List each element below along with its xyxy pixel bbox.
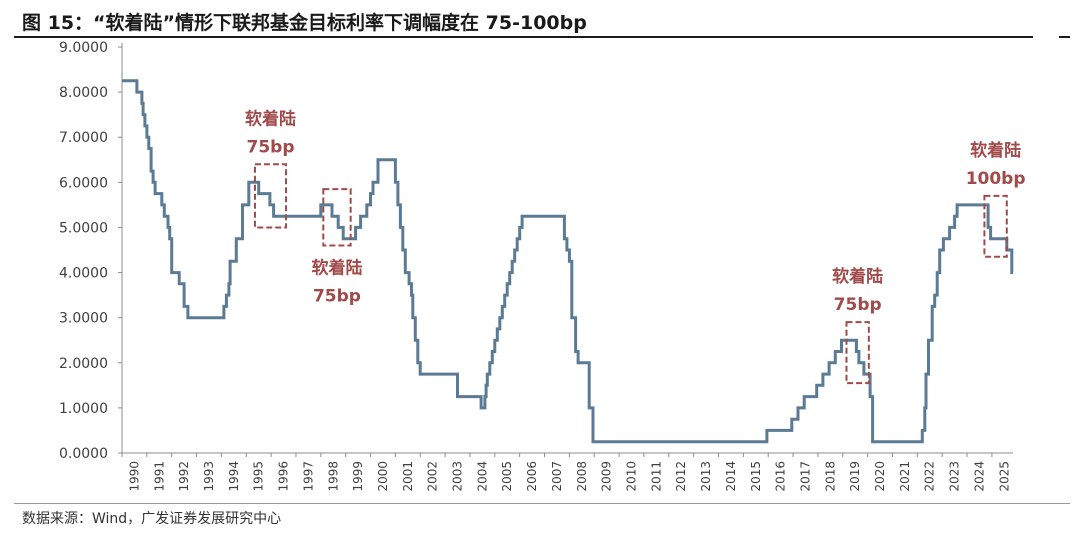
x-tick-label: 2023 (948, 461, 962, 492)
x-tick-label: 1998 (326, 461, 340, 492)
y-tick-label: 4.0000 (59, 266, 108, 282)
x-tick-label: 1996 (277, 461, 291, 492)
x-tick-label: 2014 (724, 461, 738, 492)
y-tick-label: 0.0000 (59, 446, 108, 462)
soft-landing-label: 软着陆 (832, 266, 883, 287)
soft-landing-bp-label: 75bp (313, 286, 361, 306)
soft-landing-bp-label: 75bp (247, 137, 295, 157)
x-tick-label: 2007 (550, 461, 564, 492)
title-rule-gap (1033, 35, 1059, 39)
x-tick-label: 1990 (127, 461, 141, 492)
y-tick-label: 2.0000 (59, 356, 108, 372)
x-tick-label: 2013 (699, 461, 713, 492)
x-tick-label: 2025 (997, 461, 1011, 492)
y-tick-label: 9.0000 (59, 40, 108, 56)
x-tick-label: 1997 (301, 461, 315, 492)
bottom-rule (14, 503, 1070, 504)
y-tick-label: 6.0000 (59, 175, 108, 191)
x-tick-label: 1992 (177, 461, 191, 492)
x-tick-label: 2024 (972, 461, 986, 492)
soft-landing-box (845, 321, 870, 385)
soft-landing-box (983, 194, 1008, 258)
source-note: 数据来源：Wind，广发证券发展研究中心 (22, 511, 282, 527)
x-tick-label: 2021 (898, 461, 912, 492)
x-tick-label: 1991 (152, 461, 166, 492)
x-tick-label: 2020 (873, 461, 887, 492)
title-rule (14, 36, 1070, 38)
x-tick-label: 1994 (227, 461, 241, 492)
x-tick-label: 2006 (525, 461, 539, 492)
x-tick-label: 1999 (351, 461, 365, 492)
y-tick-label: 7.0000 (59, 130, 108, 146)
x-tick-label: 2016 (774, 461, 788, 492)
x-tick-label: 2012 (674, 461, 688, 492)
x-tick-label: 2004 (475, 461, 489, 492)
soft-landing-box (253, 163, 288, 229)
soft-landing-label: 软着陆 (311, 257, 362, 278)
soft-landing-label: 软着陆 (245, 108, 296, 129)
figure-title: 图 15：“软着陆”情形下联邦基金目标利率下调幅度在 75-100bp (22, 12, 587, 34)
y-tick-label: 8.0000 (59, 85, 108, 101)
x-tick-label: 2005 (500, 461, 514, 492)
rate-chart: 0.0000 1.0000 2.0000 3.0000 4.0000 5.0000 6.00… (59, 40, 1026, 492)
x-tick-label: 2015 (749, 461, 763, 492)
x-tick-label: 2022 (923, 461, 937, 492)
x-tick-label: 2011 (649, 461, 663, 492)
x-tick-label: 1995 (252, 461, 266, 492)
y-tick-label: 5.0000 (59, 220, 108, 236)
x-tick-label: 2017 (798, 461, 812, 492)
x-tick-label: 2018 (823, 461, 837, 492)
x-tick-label: 2019 (848, 461, 862, 492)
x-tick-label: 2008 (575, 461, 589, 492)
x-tick-label: 1993 (202, 461, 216, 492)
x-tick-label: 2010 (624, 461, 638, 492)
soft-landing-bp-label: 100bp (966, 169, 1026, 189)
rate-series-line (122, 79, 1014, 444)
y-tick-label: 1.0000 (59, 401, 108, 417)
x-tick-label: 2003 (451, 461, 465, 492)
x-tick-label: 2000 (376, 461, 390, 492)
x-tick-label: 2009 (600, 461, 614, 492)
soft-landing-box (322, 188, 352, 247)
y-tick-label: 3.0000 (59, 311, 108, 327)
soft-landing-label: 软着陆 (970, 140, 1021, 161)
x-tick-label: 2002 (426, 461, 440, 492)
soft-landing-bp-label: 75bp (834, 295, 882, 315)
x-tick-label: 2001 (401, 461, 415, 492)
